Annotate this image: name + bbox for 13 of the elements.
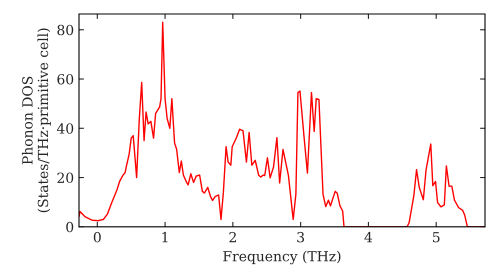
y-axis-title: Phonon DOS (States/THz·primitive cell): [22, 28, 51, 212]
y-tick-label: 20: [57, 172, 74, 184]
y-tick-label: 0: [66, 222, 74, 232]
x-tick-label: 2: [229, 232, 236, 242]
y-tick-label: 60: [57, 74, 74, 84]
x-tick-label: 4: [364, 232, 372, 242]
x-axis-title: Frequency (THz): [223, 250, 340, 264]
y-tick-label: 80: [57, 24, 74, 36]
x-tick-label: 0: [94, 232, 101, 242]
x-tick-label: 3: [297, 232, 304, 242]
y-tick-label: 40: [56, 123, 74, 134]
x-tick-label: 5: [432, 232, 440, 242]
x-tick-label: 1: [162, 232, 168, 242]
